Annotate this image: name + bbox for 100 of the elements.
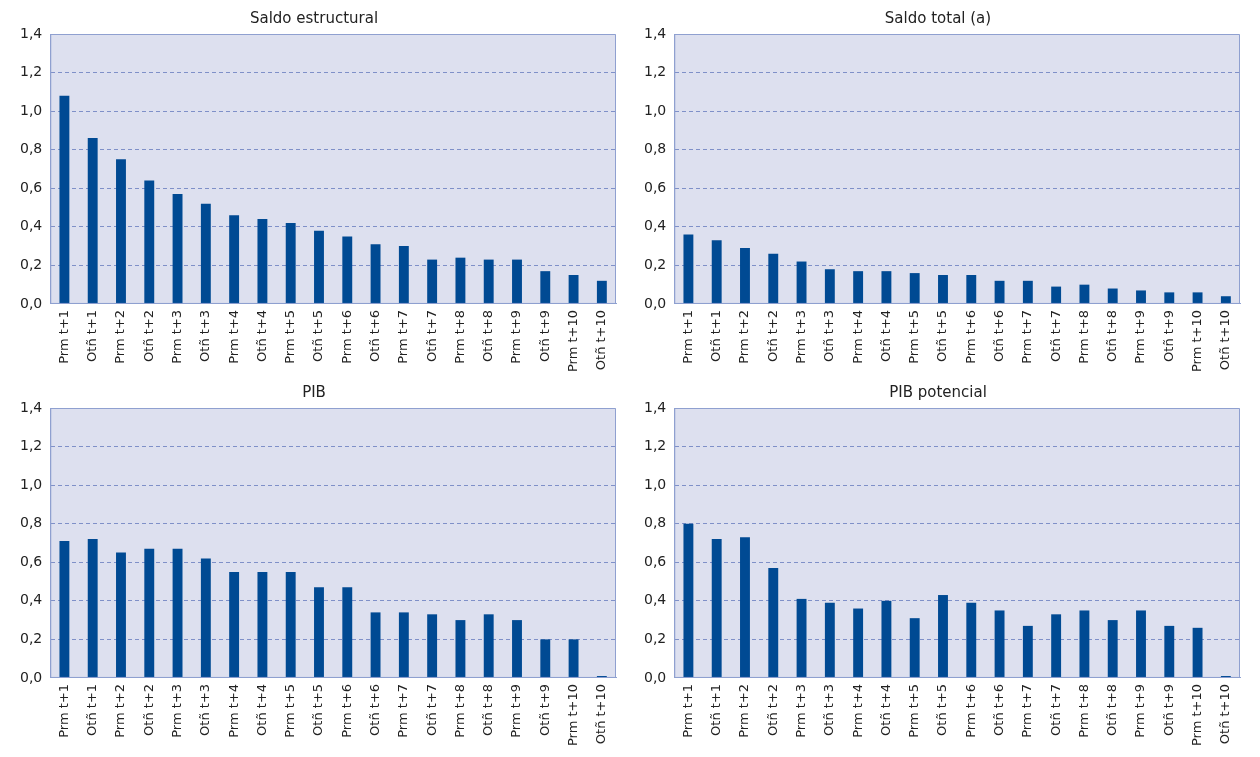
x-tick-label: Otñ t+3 xyxy=(197,683,213,736)
x-tick-label: Prm t+7 xyxy=(1019,683,1035,738)
y-tick-label: 1,0 xyxy=(20,475,43,492)
x-tick-label: Prm t+10 xyxy=(1188,309,1204,373)
y-tick-label: 0,8 xyxy=(644,514,667,531)
x-tick-label: Prm t+8 xyxy=(451,683,467,738)
x-tick-label: Prm t+10 xyxy=(564,309,580,373)
y-tick-label: 0,0 xyxy=(20,294,43,311)
x-tick-label: Prm t+3 xyxy=(792,309,808,364)
x-tick-label: Otñ t+4 xyxy=(877,309,893,362)
x-tick-label: Otñ t+5 xyxy=(934,309,950,362)
x-tick-label: Prm t+10 xyxy=(564,683,580,747)
x-tick-label: Otñ t+7 xyxy=(423,683,439,736)
x-tick-label: Otñ t+6 xyxy=(366,309,382,362)
x-tick-label: Otñ t+9 xyxy=(536,309,552,362)
y-tick-label: 1,2 xyxy=(20,437,43,454)
x-tick-label: Otñ t+10 xyxy=(1217,683,1233,745)
x-tick-label: Otñ t+7 xyxy=(1047,309,1063,362)
x-tick-label: Otñ t+2 xyxy=(140,309,156,362)
x-tick-label: Otñ t+4 xyxy=(877,683,893,736)
x-tick-label: Prm t+3 xyxy=(168,683,184,738)
x-tick-label: Prm t+5 xyxy=(282,683,298,738)
y-tick-label: 1,2 xyxy=(644,63,667,80)
x-tick-label: Otñ t+3 xyxy=(821,309,837,362)
x-tick-label: Prm t+6 xyxy=(962,683,978,738)
x-tick-label: Otñ t+6 xyxy=(366,683,382,736)
y-tick-label: 0,0 xyxy=(20,668,43,685)
x-tick-label: Prm t+1 xyxy=(679,683,695,738)
x-tick-label: Prm t+9 xyxy=(1132,309,1148,364)
x-tick-label: Otñ t+8 xyxy=(1104,683,1120,736)
x-tick-label: Prm t+4 xyxy=(225,683,241,738)
x-tick-label: Prm t+6 xyxy=(962,309,978,364)
x-tick-label: Prm t+4 xyxy=(225,309,241,364)
y-tick-label: 0,8 xyxy=(20,140,43,157)
x-tick-label: Otñ t+10 xyxy=(593,683,609,745)
y-tick-label: 1,0 xyxy=(644,475,667,492)
y-tick-label: 0,6 xyxy=(20,552,43,569)
x-tick-label: Prm t+1 xyxy=(679,309,695,364)
x-tick-label: Otñ t+1 xyxy=(708,683,724,736)
x-tick-label: Prm t+2 xyxy=(112,309,128,364)
chart-title: PIB potencial xyxy=(889,382,987,401)
y-tick-label: 0,6 xyxy=(644,178,667,195)
x-tick-label: Otñ t+2 xyxy=(140,683,156,736)
x-tick-label: Otñ t+5 xyxy=(310,683,326,736)
x-tick-label: Prm t+2 xyxy=(736,309,752,364)
y-tick-label: 1,4 xyxy=(644,24,667,41)
x-tick-label: Otñ t+1 xyxy=(708,309,724,362)
chart-title: Saldo total (a) xyxy=(884,8,992,27)
y-tick-label: 1,4 xyxy=(20,24,43,41)
x-tick-label: Otñ t+8 xyxy=(480,683,496,736)
x-tick-label: Otñ t+4 xyxy=(253,309,269,362)
x-tick-label: Otñ t+2 xyxy=(764,309,780,362)
y-tick-label: 0,4 xyxy=(644,217,667,234)
x-tick-label: Prm t+2 xyxy=(112,683,128,738)
y-tick-label: 0,4 xyxy=(20,591,43,608)
x-tick-label: Otñ t+2 xyxy=(764,683,780,736)
x-tick-label: Otñ t+8 xyxy=(480,309,496,362)
x-tick-label: Otñ t+9 xyxy=(536,683,552,736)
y-tick-label: 0,8 xyxy=(644,140,667,157)
x-tick-label: Otñ t+9 xyxy=(1160,683,1176,736)
x-tick-label: Prm t+6 xyxy=(338,683,354,738)
x-tick-label: Prm t+8 xyxy=(451,309,467,364)
x-tick-label: Prm t+9 xyxy=(508,683,524,738)
x-tick-label: Otñ t+6 xyxy=(990,683,1006,736)
x-tick-label: Otñ t+7 xyxy=(1047,683,1063,736)
x-tick-label: Prm t+1 xyxy=(55,309,71,364)
x-tick-label: Otñ t+7 xyxy=(423,309,439,362)
x-tick-label: Otñ t+9 xyxy=(1160,309,1176,362)
y-tick-label: 0,2 xyxy=(20,256,43,273)
y-tick-label: 1,2 xyxy=(20,63,43,80)
x-tick-label: Prm t+8 xyxy=(1075,683,1091,738)
x-tick-label: Otñ t+1 xyxy=(84,309,100,362)
y-tick-label: 1,4 xyxy=(644,398,667,415)
y-tick-label: 0,0 xyxy=(644,294,667,311)
x-tick-label: Otñ t+6 xyxy=(990,309,1006,362)
y-tick-label: 0,2 xyxy=(644,256,667,273)
y-tick-label: 1,4 xyxy=(20,398,43,415)
x-tick-label: Otñ t+10 xyxy=(593,309,609,371)
y-tick-label: 0,4 xyxy=(644,591,667,608)
y-tick-label: 0,4 xyxy=(20,217,43,234)
x-tick-label: Prm t+9 xyxy=(1132,683,1148,738)
x-tick-label: Prm t+10 xyxy=(1188,683,1204,747)
y-tick-label: 0,6 xyxy=(644,552,667,569)
x-tick-label: Prm t+5 xyxy=(906,683,922,738)
x-tick-label: Otñ t+5 xyxy=(310,309,326,362)
x-tick-label: Prm t+4 xyxy=(849,309,865,364)
x-tick-label: Prm t+5 xyxy=(282,309,298,364)
x-tick-label: Prm t+7 xyxy=(395,683,411,738)
x-tick-label: Otñ t+10 xyxy=(1217,309,1233,371)
x-tick-label: Otñ t+8 xyxy=(1104,309,1120,362)
y-tick-label: 1,0 xyxy=(20,101,43,118)
x-tick-label: Otñ t+1 xyxy=(84,683,100,736)
x-tick-label: Prm t+5 xyxy=(906,309,922,364)
x-tick-label: Otñ t+3 xyxy=(197,309,213,362)
y-tick-label: 1,0 xyxy=(644,101,667,118)
x-tick-label: Otñ t+3 xyxy=(821,683,837,736)
y-tick-label: 1,2 xyxy=(644,437,667,454)
chart-title: Saldo estructural xyxy=(249,8,379,27)
x-tick-label: Prm t+3 xyxy=(792,683,808,738)
chart-title: PIB xyxy=(302,382,326,401)
